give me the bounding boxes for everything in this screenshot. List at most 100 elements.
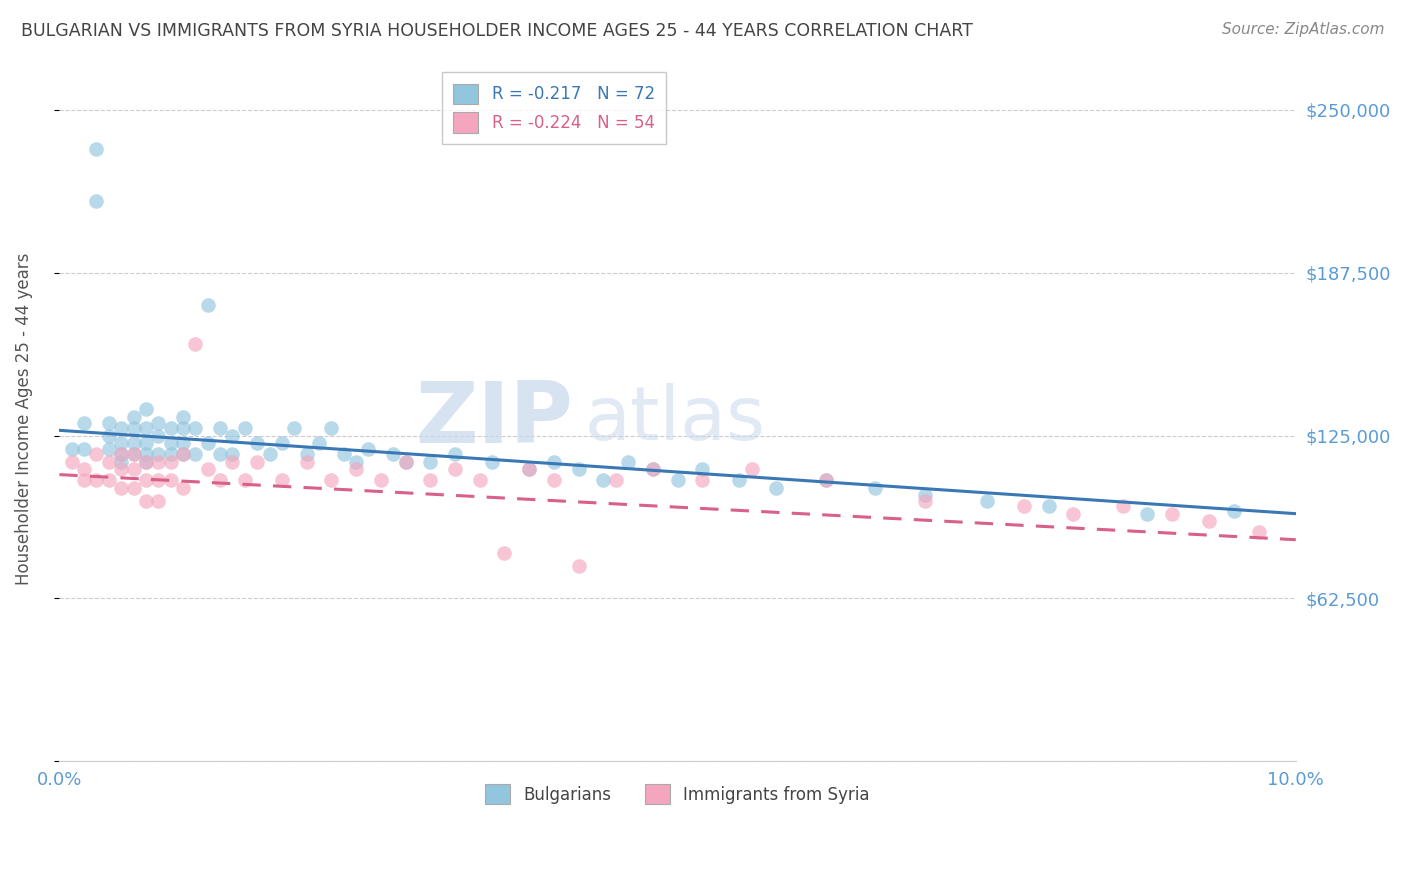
- Point: [543, 454, 565, 468]
- Point: [122, 481, 145, 495]
- Point: [692, 462, 714, 476]
- Point: [122, 436, 145, 450]
- Point: [122, 421, 145, 435]
- Point: [1012, 499, 1035, 513]
- Point: [110, 447, 132, 461]
- Point: [271, 473, 294, 487]
- Y-axis label: Householder Income Ages 25 - 44 years: Householder Income Ages 25 - 44 years: [15, 253, 32, 585]
- Point: [344, 454, 367, 468]
- Point: [741, 462, 763, 476]
- Point: [110, 462, 132, 476]
- Point: [97, 454, 120, 468]
- Point: [159, 421, 181, 435]
- Point: [543, 473, 565, 487]
- Point: [246, 436, 269, 450]
- Point: [60, 442, 83, 456]
- Text: BULGARIAN VS IMMIGRANTS FROM SYRIA HOUSEHOLDER INCOME AGES 25 - 44 YEARS CORRELA: BULGARIAN VS IMMIGRANTS FROM SYRIA HOUSE…: [21, 22, 973, 40]
- Point: [321, 421, 343, 435]
- Point: [135, 454, 157, 468]
- Point: [197, 462, 219, 476]
- Point: [73, 462, 96, 476]
- Point: [692, 473, 714, 487]
- Point: [295, 447, 318, 461]
- Point: [517, 462, 540, 476]
- Legend: Bulgarians, Immigrants from Syria: Bulgarians, Immigrants from Syria: [475, 774, 880, 814]
- Point: [914, 493, 936, 508]
- Point: [110, 436, 132, 450]
- Point: [86, 473, 108, 487]
- Point: [122, 447, 145, 461]
- Point: [221, 428, 243, 442]
- Point: [172, 447, 194, 461]
- Point: [592, 473, 614, 487]
- Point: [370, 473, 392, 487]
- Point: [666, 473, 689, 487]
- Point: [914, 488, 936, 502]
- Point: [135, 421, 157, 435]
- Point: [135, 493, 157, 508]
- Text: ZIP: ZIP: [415, 377, 572, 461]
- Point: [172, 436, 194, 450]
- Point: [110, 421, 132, 435]
- Point: [110, 481, 132, 495]
- Point: [332, 447, 354, 461]
- Point: [97, 428, 120, 442]
- Point: [481, 454, 503, 468]
- Point: [135, 454, 157, 468]
- Point: [233, 421, 256, 435]
- Point: [148, 447, 170, 461]
- Point: [728, 473, 751, 487]
- Point: [73, 416, 96, 430]
- Text: atlas: atlas: [585, 383, 766, 456]
- Point: [605, 473, 627, 487]
- Point: [568, 462, 591, 476]
- Point: [1136, 507, 1159, 521]
- Point: [357, 442, 380, 456]
- Point: [295, 454, 318, 468]
- Point: [209, 473, 232, 487]
- Point: [122, 462, 145, 476]
- Point: [172, 421, 194, 435]
- Point: [184, 447, 207, 461]
- Point: [148, 428, 170, 442]
- Point: [159, 436, 181, 450]
- Point: [148, 454, 170, 468]
- Point: [641, 462, 664, 476]
- Point: [221, 454, 243, 468]
- Point: [135, 473, 157, 487]
- Point: [73, 473, 96, 487]
- Point: [172, 447, 194, 461]
- Point: [283, 421, 305, 435]
- Point: [344, 462, 367, 476]
- Point: [444, 447, 467, 461]
- Point: [221, 447, 243, 461]
- Point: [568, 558, 591, 573]
- Point: [382, 447, 405, 461]
- Point: [976, 493, 998, 508]
- Point: [394, 454, 416, 468]
- Point: [135, 402, 157, 417]
- Point: [419, 473, 441, 487]
- Text: Source: ZipAtlas.com: Source: ZipAtlas.com: [1222, 22, 1385, 37]
- Point: [246, 454, 269, 468]
- Point: [494, 546, 516, 560]
- Point: [86, 142, 108, 156]
- Point: [159, 447, 181, 461]
- Point: [814, 473, 837, 487]
- Point: [197, 298, 219, 312]
- Point: [122, 447, 145, 461]
- Point: [159, 473, 181, 487]
- Point: [1223, 504, 1246, 518]
- Point: [135, 447, 157, 461]
- Point: [148, 493, 170, 508]
- Point: [271, 436, 294, 450]
- Point: [60, 454, 83, 468]
- Point: [110, 447, 132, 461]
- Point: [1038, 499, 1060, 513]
- Point: [308, 436, 330, 450]
- Point: [197, 436, 219, 450]
- Point: [617, 454, 640, 468]
- Point: [1247, 524, 1270, 539]
- Point: [259, 447, 281, 461]
- Point: [86, 194, 108, 208]
